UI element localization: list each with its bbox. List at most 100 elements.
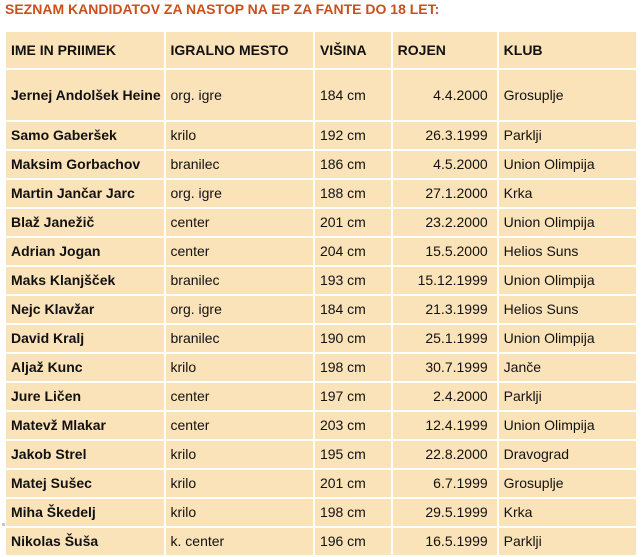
player-club: Dravograd (498, 441, 636, 468)
player-name: Adrian Jogan (6, 238, 164, 265)
player-name: Jakob Strel (6, 441, 164, 468)
player-club: Union Olimpija (498, 412, 636, 439)
player-name: David Kralj (6, 325, 164, 352)
player-name: Blaž Janežič (6, 209, 164, 236)
player-name: Maks Klanjšček (6, 267, 164, 294)
player-position: org. igre (165, 180, 313, 207)
player-born: 2.4.2000 (392, 383, 497, 410)
player-height: 186 cm (314, 151, 391, 178)
table-row: Jernej Andolšek Heine org. igre 184 cm 4.4.… (6, 70, 636, 120)
player-club: Krka (498, 499, 636, 526)
player-position: center (165, 383, 313, 410)
player-position: branilec (165, 325, 313, 352)
header-club: KLUB (498, 32, 636, 68)
table-row: Martin Jančar Jarc org. igre 188 cm 27.1.20… (6, 180, 636, 207)
corner-mark (2, 523, 5, 526)
player-position: krilo (165, 499, 313, 526)
player-born: 4.4.2000 (392, 70, 497, 120)
player-born: 27.1.2000 (392, 180, 497, 207)
player-club: Janče (498, 354, 636, 381)
player-club: Union Olimpija (498, 151, 636, 178)
player-club: Parklji (498, 122, 636, 149)
player-position: center (165, 209, 313, 236)
player-name: Jernej Andolšek Heine (6, 70, 164, 120)
player-position: krilo (165, 122, 313, 149)
player-born: 12.4.1999 (392, 412, 497, 439)
player-position: branilec (165, 151, 313, 178)
table-row: Aljaž Kunc krilo 198 cm 30.7.1999 Janče (6, 354, 636, 381)
candidates-table: IME IN PRIIMEK IGRALNO MESTO VIŠINA ROJE… (4, 30, 638, 557)
player-height: 196 cm (314, 528, 391, 555)
player-position: center (165, 412, 313, 439)
table-row: Jure Ličen center 197 cm 2.4.2000 Parklji (6, 383, 636, 410)
player-born: 23.2.2000 (392, 209, 497, 236)
player-club: Parklji (498, 383, 636, 410)
player-position: org. igre (165, 70, 313, 120)
table-row: Miha Škedelj krilo 198 cm 29.5.1999 Krka (6, 499, 636, 526)
player-height: 201 cm (314, 209, 391, 236)
player-born: 30.7.1999 (392, 354, 497, 381)
player-name: Matej Sušec (6, 470, 164, 497)
table-row: Matej Sušec krilo 201 cm 6.7.1999 Grosuplje (6, 470, 636, 497)
player-height: 197 cm (314, 383, 391, 410)
table-row: Blaž Janežič center 201 cm 23.2.2000 Union O… (6, 209, 636, 236)
player-club: Parklji (498, 528, 636, 555)
header-position: IGRALNO MESTO (165, 32, 313, 68)
player-position: center (165, 238, 313, 265)
table-row: Matevž Mlakar center 203 cm 12.4.1999 Union … (6, 412, 636, 439)
player-height: 203 cm (314, 412, 391, 439)
table-row: Samo Gaberšek krilo 192 cm 26.3.1999 Parklji (6, 122, 636, 149)
table-row: David Kralj branilec 190 cm 25.1.1999 Union … (6, 325, 636, 352)
player-height: 193 cm (314, 267, 391, 294)
player-height: 204 cm (314, 238, 391, 265)
player-height: 198 cm (314, 354, 391, 381)
player-position: org. igre (165, 296, 313, 323)
player-height: 184 cm (314, 296, 391, 323)
player-club: Helios Suns (498, 238, 636, 265)
player-name: Matevž Mlakar (6, 412, 164, 439)
player-height: 201 cm (314, 470, 391, 497)
player-born: 4.5.2000 (392, 151, 497, 178)
player-born: 15.12.1999 (392, 267, 497, 294)
player-club: Union Olimpija (498, 325, 636, 352)
player-name: Jure Ličen (6, 383, 164, 410)
player-height: 192 cm (314, 122, 391, 149)
player-club: Union Olimpija (498, 209, 636, 236)
player-born: 16.5.1999 (392, 528, 497, 555)
player-height: 188 cm (314, 180, 391, 207)
player-born: 29.5.1999 (392, 499, 497, 526)
table-row: Adrian Jogan center 204 cm 15.5.2000 Helios … (6, 238, 636, 265)
player-born: 25.1.1999 (392, 325, 497, 352)
player-name: Nikolas Šuša (6, 528, 164, 555)
player-born: 6.7.1999 (392, 470, 497, 497)
player-position: krilo (165, 470, 313, 497)
player-position: krilo (165, 441, 313, 468)
player-height: 184 cm (314, 70, 391, 120)
player-born: 22.8.2000 (392, 441, 497, 468)
table-row: Maks Klanjšček branilec 193 cm 15.12.1999 Un… (6, 267, 636, 294)
header-born: ROJEN (392, 32, 497, 68)
player-position: k. center (165, 528, 313, 555)
table-header-row: IME IN PRIIMEK IGRALNO MESTO VIŠINA ROJE… (6, 32, 636, 68)
player-club: Grosuplje (498, 470, 636, 497)
player-name: Aljaž Kunc (6, 354, 164, 381)
table-row: Nikolas Šuša k. center 196 cm 16.5.1999 Park… (6, 528, 636, 555)
player-height: 195 cm (314, 441, 391, 468)
player-name: Samo Gaberšek (6, 122, 164, 149)
player-name: Miha Škedelj (6, 499, 164, 526)
player-name: Nejc Klavžar (6, 296, 164, 323)
page-title: SEZNAM KANDIDATOV ZA NASTOP NA EP ZA FAN… (5, 1, 440, 17)
table-row: Maksim Gorbachov branilec 186 cm 4.5.2000 Un… (6, 151, 636, 178)
table-row: Nejc Klavžar org. igre 184 cm 21.3.1999 Heli… (6, 296, 636, 323)
player-club: Grosuplje (498, 70, 636, 120)
player-club: Helios Suns (498, 296, 636, 323)
player-height: 190 cm (314, 325, 391, 352)
player-name: Martin Jančar Jarc (6, 180, 164, 207)
player-born: 21.3.1999 (392, 296, 497, 323)
player-born: 15.5.2000 (392, 238, 497, 265)
player-born: 26.3.1999 (392, 122, 497, 149)
table-row: Jakob Strel krilo 195 cm 22.8.2000 Dravograd (6, 441, 636, 468)
player-position: krilo (165, 354, 313, 381)
player-club: Union Olimpija (498, 267, 636, 294)
player-name: Maksim Gorbachov (6, 151, 164, 178)
